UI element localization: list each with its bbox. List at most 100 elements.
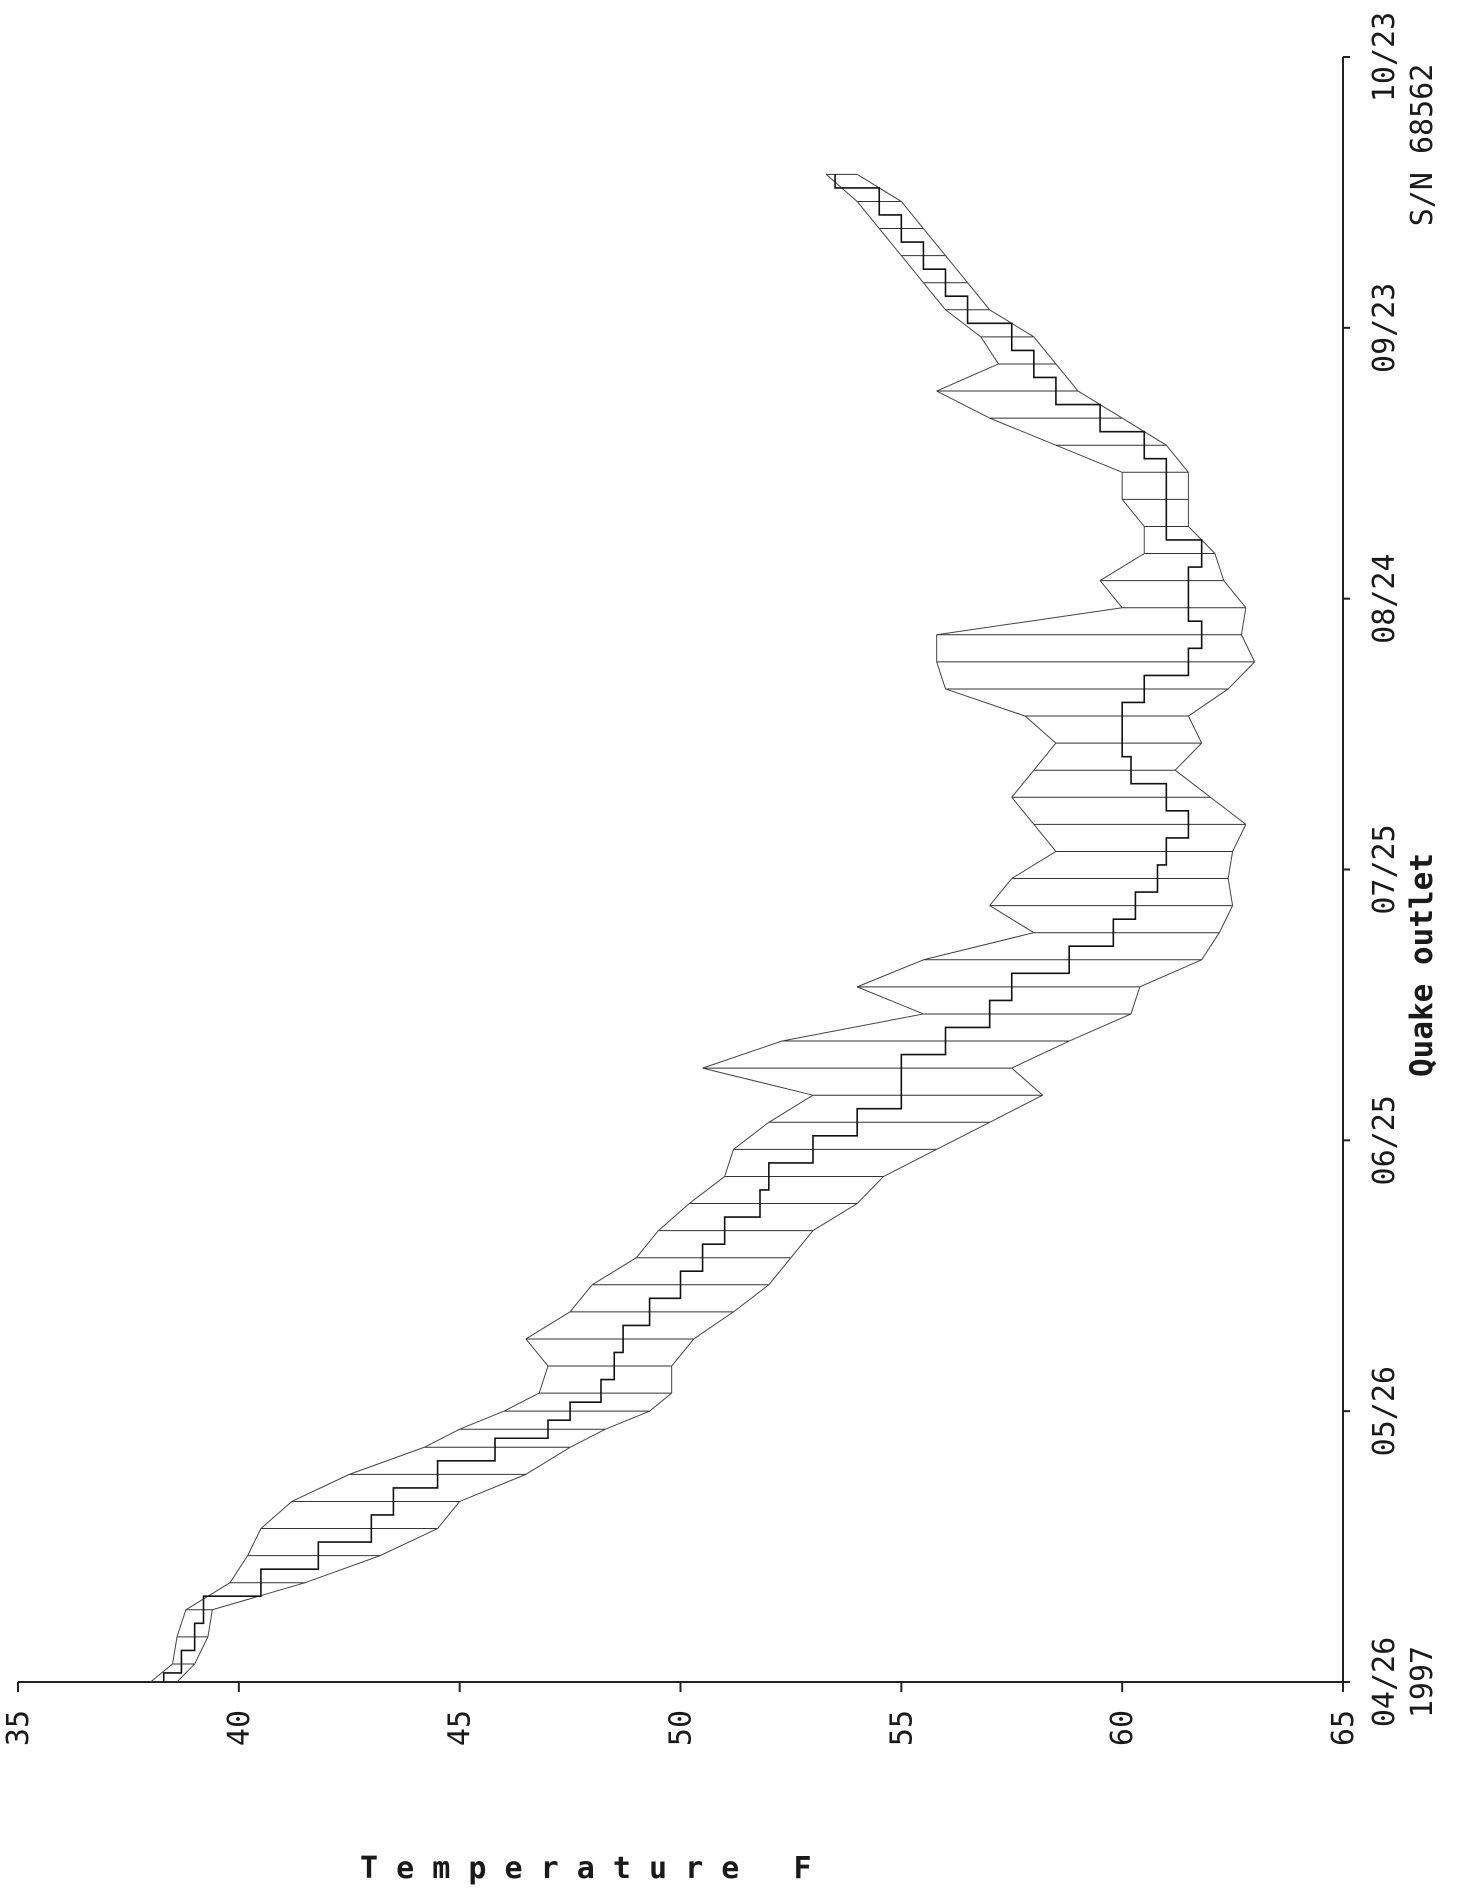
temperature-high-segment	[694, 1312, 734, 1339]
temperature-low-segment	[981, 337, 999, 364]
x-tick-label: 04/26	[1367, 1637, 1402, 1727]
temperature-low-segment	[592, 1258, 636, 1285]
x-tick-label: 06/25	[1367, 1095, 1402, 1185]
temperature-low-segment	[923, 283, 945, 310]
temperature-low-segment	[734, 1122, 769, 1149]
temperature-low-segment	[570, 1285, 592, 1312]
temperature-high-segment	[946, 256, 968, 283]
temperature-low-segment	[879, 229, 901, 256]
temperature-low-segment	[177, 1610, 186, 1637]
temperature-high-segment	[1211, 797, 1246, 824]
temperature-low-segment	[1100, 581, 1122, 608]
temperature-low-segment	[460, 1411, 504, 1429]
temperature-high-segment	[1228, 879, 1232, 906]
temperature-high-segment	[901, 201, 923, 228]
temperature-low-segment	[946, 689, 1026, 716]
temperature-high-segment	[1166, 445, 1188, 472]
temperature-high-segment	[1219, 906, 1232, 933]
x-tick-label: 09/23	[1367, 283, 1402, 373]
temperature-low-segment	[1122, 499, 1144, 526]
temperature-low-segment	[1034, 743, 1056, 770]
temperature-low-segment	[539, 1366, 548, 1393]
temperature-high-segment	[1012, 1068, 1043, 1095]
temperature-low-segment	[703, 1068, 813, 1095]
temperature-high-segment	[813, 1204, 857, 1231]
temperature-high-segment	[884, 1149, 937, 1176]
y-tick-label: 60	[1105, 1710, 1140, 1746]
temperature-low-segment	[857, 987, 923, 1014]
y-tick-label: 40	[222, 1710, 257, 1746]
temperature-high-segment	[1202, 933, 1220, 960]
temperature-low-segment	[248, 1529, 261, 1556]
temperature-high-segment	[1228, 851, 1232, 878]
temperature-low-segment	[424, 1429, 459, 1447]
temperature-low-segment	[937, 364, 999, 391]
temperature-high-segment	[1228, 662, 1255, 689]
year-label: 1997	[1405, 1646, 1440, 1718]
temperature-high-segment	[1215, 554, 1224, 581]
y-tick-label: 35	[1, 1710, 36, 1746]
temperature-low-segment	[1012, 797, 1034, 824]
temperature-low-segment	[937, 608, 1122, 635]
x-tick-label: 05/26	[1367, 1366, 1402, 1456]
temperature-high-segment	[208, 1610, 212, 1637]
y-tick-label: 55	[884, 1710, 919, 1746]
temperature-low-segment	[1025, 716, 1056, 743]
temperature-high-segment	[1233, 824, 1246, 851]
temperature-high-segment	[857, 1176, 884, 1203]
temperature-low-segment	[1012, 851, 1056, 878]
temperature-low-segment	[1100, 554, 1144, 581]
temperature-high-segment	[923, 229, 945, 256]
temperature-high-segment	[460, 1474, 526, 1501]
x-tick-label: 10/23	[1367, 12, 1402, 102]
temperature-high-segment	[605, 1411, 649, 1429]
temperature-low-segment	[689, 1176, 724, 1203]
temperature-high-segment	[380, 1529, 437, 1556]
temperature-low-segment	[1034, 824, 1056, 851]
temperature-low-segment	[261, 1501, 292, 1528]
temperature-high-segment	[1131, 987, 1140, 1014]
temperature-high-segment	[937, 1122, 990, 1149]
temperature-high-segment	[650, 1393, 672, 1411]
temperature-high-segment	[438, 1501, 460, 1528]
temperature-low-segment	[990, 879, 1012, 906]
temperature-low-segment	[990, 906, 1034, 933]
y-tick-label: 45	[443, 1710, 478, 1746]
x-tick-label: 07/25	[1367, 824, 1402, 914]
temperature-low-segment	[1056, 445, 1122, 472]
temperature-high-segment	[526, 1447, 570, 1474]
temperature-low-segment	[173, 1637, 177, 1664]
y-tick-label: 50	[664, 1710, 699, 1746]
temperature-high-segment	[990, 1095, 1043, 1122]
y-tick-label: 65	[1326, 1710, 1361, 1746]
temperature-low-segment	[526, 1312, 570, 1339]
temperature-low-segment	[526, 1339, 548, 1366]
temperature-low-segment	[937, 662, 946, 689]
temperature-high-segment	[1175, 770, 1210, 797]
temperature-high-segment	[570, 1429, 605, 1447]
temperature-low-segment	[782, 1014, 923, 1041]
temperature-low-segment	[636, 1231, 658, 1258]
temperature-high-segment	[734, 1285, 769, 1312]
temperature-low-segment	[769, 1095, 813, 1122]
temperature-low-segment	[658, 1204, 689, 1231]
temperature-high-segment	[769, 1258, 791, 1285]
temperature-low-segment	[1012, 770, 1034, 797]
temperature-high-segment	[195, 1637, 208, 1664]
temperature-high-segment	[1224, 581, 1246, 608]
temperature-high-segment	[672, 1339, 694, 1366]
temperature-low-segment	[504, 1393, 539, 1411]
temperature-high-segment	[791, 1231, 813, 1258]
y-axis-label: T e m p e r a t u r e F	[360, 1851, 812, 1886]
temperature-high-segment	[1188, 689, 1228, 716]
temperature-high-segment	[968, 283, 990, 310]
temperature-high-segment	[1175, 743, 1202, 770]
temperature-high-segment	[1056, 364, 1078, 391]
temperature-low-segment	[901, 256, 923, 283]
temperature-low-segment	[703, 1041, 783, 1068]
temperature-low-segment	[349, 1447, 424, 1474]
temperature-low-segment	[857, 960, 923, 987]
temperature-high-segment	[1034, 337, 1056, 364]
serial-number-label: S/N 68562	[1405, 64, 1440, 227]
